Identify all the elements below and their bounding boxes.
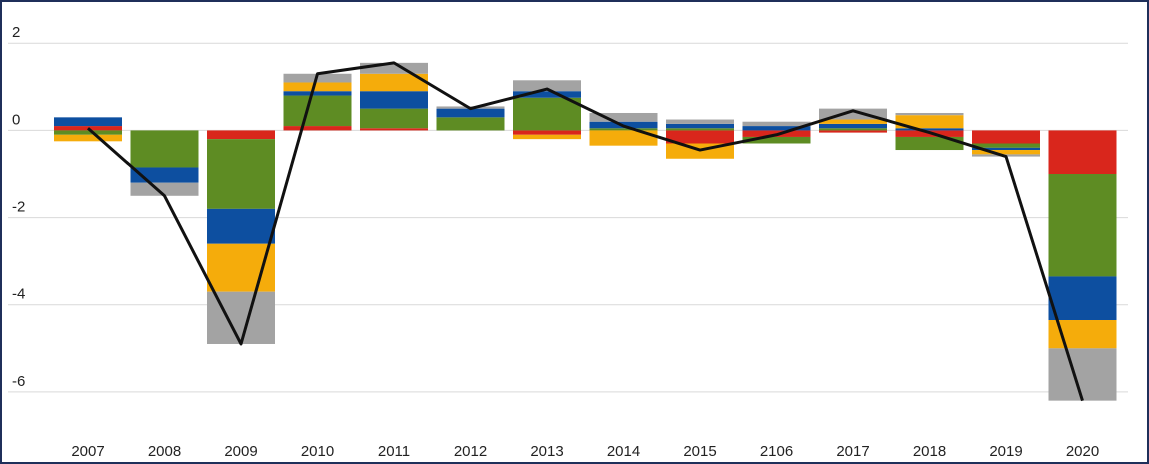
bar-segment (207, 130, 275, 140)
bar-segment (283, 91, 352, 96)
bar-segment (130, 130, 199, 168)
x-tick-label: 2012 (454, 443, 487, 460)
x-tick-label: 2015 (683, 443, 716, 460)
y-tick-label: -4 (12, 286, 25, 303)
bar-segment (742, 136, 811, 144)
bar-segment (360, 62, 428, 74)
bar-segment (972, 130, 1040, 144)
bar-segment (207, 243, 275, 292)
bar-segment (207, 208, 275, 244)
bar-segment (895, 128, 964, 131)
bar-segment (436, 108, 505, 118)
bar-segment (360, 128, 428, 131)
bar-segment (207, 139, 275, 209)
x-tick-label: 2011 (378, 443, 410, 460)
y-tick-label: 0 (12, 111, 20, 128)
bar-segment (360, 73, 428, 92)
y-tick-label: -6 (12, 373, 25, 390)
x-tick-label: 2009 (224, 443, 257, 460)
bar-segment (54, 130, 122, 135)
bar-segment (972, 150, 1040, 155)
bar-segment (1048, 348, 1117, 401)
bar-segment (436, 117, 505, 131)
bar-segment (895, 112, 964, 116)
bar-segment (54, 117, 122, 127)
bar-segment (666, 119, 734, 124)
bar-segment (513, 130, 581, 135)
bar-segment (819, 123, 887, 129)
bar-segment (513, 97, 581, 131)
x-tick-label: 2017 (836, 443, 869, 460)
bar-segment (513, 91, 581, 98)
x-tick-label: 2007 (71, 443, 104, 460)
bar-segment (819, 108, 887, 120)
bar-segment (895, 136, 964, 151)
x-tick-label: 2013 (530, 443, 563, 460)
bar-segment (819, 119, 887, 124)
bar-segment (666, 128, 734, 131)
bar-segment (360, 108, 428, 129)
y-tick-label: 2 (12, 24, 20, 41)
x-tick-label: 2008 (148, 443, 181, 460)
bar-segment (283, 95, 352, 127)
bar-segment (589, 112, 658, 122)
bar-segment (513, 80, 581, 92)
bar-segment (666, 123, 734, 129)
bar-segment (742, 121, 811, 127)
bar-segment (972, 147, 1040, 151)
bar-segment (742, 126, 811, 131)
bar-segment (589, 130, 658, 146)
bar-segment (666, 130, 734, 144)
bar-segment (1048, 174, 1117, 277)
bar-segment (972, 143, 1040, 148)
x-tick-label: 2010 (301, 443, 334, 460)
bar-segment (589, 128, 658, 131)
x-tick-label: 2020 (1066, 443, 1099, 460)
line (87, 61, 1084, 402)
y-tick-label: -2 (12, 199, 25, 216)
bar-segment (54, 134, 122, 142)
bar-segment (819, 130, 887, 133)
bar-segment (819, 128, 887, 131)
bar-segment (360, 91, 428, 109)
x-tick-label: 2106 (760, 443, 793, 460)
x-tick-label: 2018 (913, 443, 946, 460)
bar-segment (130, 182, 199, 196)
bar-segment (513, 134, 581, 140)
bar-segment (283, 82, 352, 92)
bar-segment (283, 126, 352, 131)
x-tick-label: 2014 (607, 443, 640, 460)
bar-segment (895, 115, 964, 129)
bar-segment (1048, 276, 1117, 321)
x-tick-label: 2019 (989, 443, 1022, 460)
bar-segment (1048, 130, 1117, 175)
